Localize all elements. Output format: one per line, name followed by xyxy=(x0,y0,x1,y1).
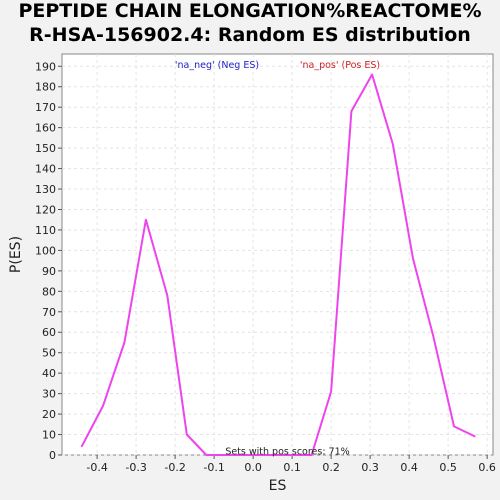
legend-entry: 'na_pos' (Pos ES) xyxy=(300,60,380,71)
y-tick-label: 190 xyxy=(35,60,56,73)
x-tick-label: 0.3 xyxy=(361,461,379,474)
y-tick-label: 100 xyxy=(35,244,56,257)
x-tick-label: 0.5 xyxy=(439,461,457,474)
y-tick-label: 10 xyxy=(42,429,56,442)
y-axis-ticks: 0 10 20 30 40 50 60 70 80 90 100 110 120 130 140 150 160… xyxy=(35,60,62,462)
y-tick-label: 130 xyxy=(35,183,56,196)
y-tick-label: 60 xyxy=(42,326,56,339)
legend: 'na_neg' (Neg ES) 'na_pos' (Pos ES) xyxy=(175,60,380,71)
x-tick-label: 0.6 xyxy=(478,461,496,474)
x-tick-label: -0.4 xyxy=(86,461,107,474)
chart-title-line-2: R-HSA-156902.4: Random ES distribution xyxy=(29,24,471,46)
x-tick-label: 0.0 xyxy=(244,461,262,474)
x-tick-label: -0.2 xyxy=(164,461,185,474)
y-tick-label: 70 xyxy=(42,306,56,319)
y-tick-label: 150 xyxy=(35,142,56,155)
y-tick-label: 160 xyxy=(35,122,56,135)
grid-lines xyxy=(62,54,493,456)
chart-title-line-1: PEPTIDE CHAIN ELONGATION%REACTOME% xyxy=(18,0,482,22)
y-tick-label: 140 xyxy=(35,163,56,176)
y-tick-label: 180 xyxy=(35,81,56,94)
x-axis-ticks: -0.4 -0.3 -0.2 -0.1 0.0 0.1 0.2 0.3 0.4 0.5 0.6 xyxy=(86,455,496,474)
y-tick-label: 30 xyxy=(42,388,56,401)
es-distribution-line xyxy=(80,73,476,456)
pos-scores-annotation: Sets with pos scores: 71% xyxy=(225,447,349,458)
x-axis-label: ES xyxy=(269,478,287,494)
plot-area xyxy=(61,53,494,456)
chart-title: PEPTIDE CHAIN ELONGATION%REACTOME% R-HSA… xyxy=(0,0,500,48)
x-tick-label: -0.1 xyxy=(203,461,224,474)
series-layer xyxy=(80,73,476,456)
y-axis-label: P(ES) xyxy=(8,236,24,273)
legend-entry: 'na_neg' (Neg ES) xyxy=(175,60,259,71)
y-tick-label: 0 xyxy=(49,449,56,462)
y-tick-label: 20 xyxy=(42,408,56,421)
y-tick-label: 50 xyxy=(42,347,56,360)
y-tick-label: 40 xyxy=(42,367,56,380)
y-tick-label: 170 xyxy=(35,101,56,114)
y-tick-label: 120 xyxy=(35,203,56,216)
x-tick-label: -0.3 xyxy=(125,461,146,474)
y-tick-label: 90 xyxy=(42,265,56,278)
y-tick-label: 110 xyxy=(35,224,56,237)
y-tick-label: 80 xyxy=(42,285,56,298)
x-tick-label: 0.1 xyxy=(283,461,301,474)
x-tick-label: 0.4 xyxy=(400,461,418,474)
x-tick-label: 0.2 xyxy=(322,461,340,474)
